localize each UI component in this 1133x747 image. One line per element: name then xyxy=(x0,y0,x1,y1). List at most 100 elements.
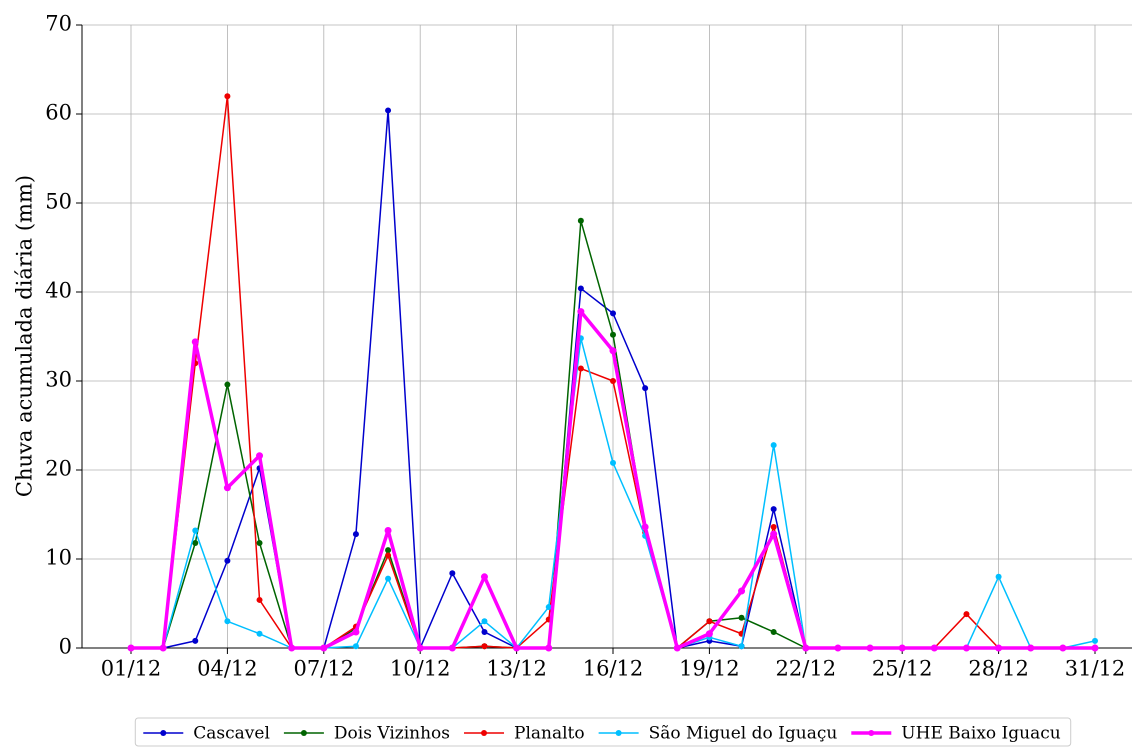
legend-label: São Miguel do Iguaçu xyxy=(649,724,838,744)
data-point xyxy=(352,531,359,538)
data-point xyxy=(224,93,231,100)
y-tick-label: 40 xyxy=(45,279,72,303)
data-point xyxy=(641,523,649,531)
data-point xyxy=(1059,644,1067,652)
x-tick-label: 16/12 xyxy=(583,657,644,681)
data-point xyxy=(738,587,746,595)
data-point xyxy=(610,310,616,317)
data-point xyxy=(192,527,199,534)
legend-marker xyxy=(615,730,622,736)
legend-marker xyxy=(300,730,307,736)
data-point xyxy=(930,644,938,652)
y-tick-label: 70 xyxy=(45,12,72,36)
data-point xyxy=(127,644,135,652)
legend-label: Dois Vizinhos xyxy=(334,724,450,744)
data-point xyxy=(673,644,681,652)
x-tick-label: 04/12 xyxy=(197,657,258,681)
data-point xyxy=(545,604,552,611)
data-point xyxy=(256,539,263,546)
data-point xyxy=(1092,637,1098,644)
x-tick-label: 01/12 xyxy=(101,657,162,681)
data-point xyxy=(385,552,392,559)
data-point xyxy=(770,506,777,513)
data-point xyxy=(449,570,456,577)
data-point xyxy=(448,644,456,652)
data-point xyxy=(352,643,359,650)
data-point xyxy=(995,573,1002,580)
data-point xyxy=(159,644,167,652)
y-tick-label: 30 xyxy=(45,368,72,392)
y-tick-label: 20 xyxy=(45,457,72,481)
data-point xyxy=(223,484,231,492)
data-point xyxy=(481,618,488,625)
data-point xyxy=(1027,644,1035,652)
x-tick-label: 22/12 xyxy=(776,657,837,681)
data-point xyxy=(192,539,199,546)
data-point xyxy=(706,618,713,625)
x-tick-label: 10/12 xyxy=(390,657,451,681)
legend-marker xyxy=(868,730,875,736)
data-point xyxy=(642,385,649,392)
data-point xyxy=(995,644,1003,652)
data-point xyxy=(834,644,842,652)
legend-label: Planalto xyxy=(514,724,585,744)
y-axis-label: Chuva acumulada diária (mm) xyxy=(13,175,37,497)
y-tick-label: 0 xyxy=(59,635,72,659)
data-point xyxy=(352,628,360,636)
legend-label: UHE Baixo Iguacu xyxy=(901,724,1060,744)
x-tick-label: 07/12 xyxy=(294,657,355,681)
y-tick-label: 50 xyxy=(45,190,72,214)
data-point xyxy=(385,575,392,582)
data-point xyxy=(770,628,777,635)
data-point xyxy=(963,611,970,618)
data-point xyxy=(320,644,328,652)
data-point xyxy=(962,644,970,652)
data-point xyxy=(256,452,264,460)
x-tick-label: 13/12 xyxy=(486,657,547,681)
data-point xyxy=(577,308,585,316)
data-point xyxy=(480,573,488,581)
data-point xyxy=(481,628,488,635)
x-tick-label: 19/12 xyxy=(679,657,740,681)
data-point xyxy=(416,644,424,652)
data-point xyxy=(802,644,810,652)
data-point xyxy=(770,530,778,538)
data-point xyxy=(224,557,231,564)
data-point xyxy=(1091,644,1099,652)
data-point xyxy=(192,637,199,644)
x-tick-label: 28/12 xyxy=(968,657,1029,681)
data-point xyxy=(898,644,906,652)
data-point xyxy=(738,643,745,650)
data-point xyxy=(481,643,488,650)
legend: Cascavel Dois Vizinhos Planalto São Miguel … xyxy=(134,717,1072,747)
data-point xyxy=(738,614,745,621)
data-point xyxy=(610,331,616,338)
data-point xyxy=(288,644,296,652)
data-point xyxy=(705,630,713,638)
data-point xyxy=(770,442,777,449)
data-point xyxy=(770,523,777,530)
data-point xyxy=(577,217,584,224)
data-point xyxy=(577,365,584,372)
x-tick-label: 25/12 xyxy=(872,657,933,681)
y-tick-label: 10 xyxy=(45,546,72,570)
data-point xyxy=(610,459,616,466)
data-point xyxy=(577,285,584,292)
data-point xyxy=(513,644,521,652)
x-tick-label: 31/12 xyxy=(1065,657,1126,681)
data-point xyxy=(609,347,617,355)
legend-label: Cascavel xyxy=(193,724,270,744)
data-point xyxy=(385,107,392,114)
data-point xyxy=(191,338,199,346)
data-point xyxy=(224,381,231,388)
y-tick-label: 60 xyxy=(45,101,72,125)
legend-frame xyxy=(134,717,1072,747)
data-point xyxy=(545,644,553,652)
data-point xyxy=(256,630,263,637)
data-point xyxy=(610,378,616,384)
data-point xyxy=(256,596,263,603)
data-point xyxy=(384,527,392,535)
data-point xyxy=(385,547,392,554)
data-point xyxy=(866,644,874,652)
